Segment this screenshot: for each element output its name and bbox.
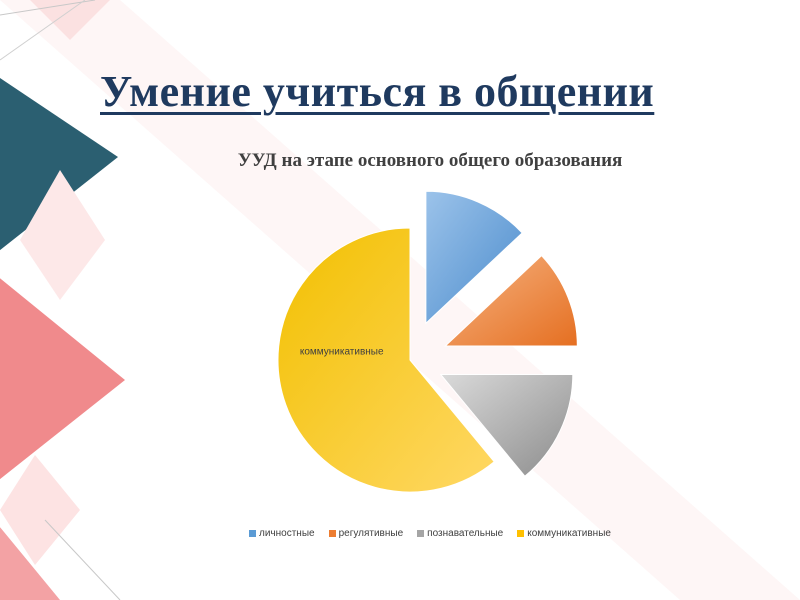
legend-label: коммуникативные — [527, 528, 611, 539]
legend-label: познавательные — [427, 528, 504, 539]
legend-swatch — [249, 530, 257, 537]
pie-slice-личностные — [425, 190, 523, 325]
decor-teal-diamond — [0, 78, 118, 251]
decor-line-top — [0, 0, 96, 16]
pie-slices — [277, 190, 578, 493]
decor-pink-triangle-top — [30, 0, 110, 40]
legend-item-коммуникативные: коммуникативные — [517, 528, 611, 539]
legend-item-познавательные: познавательные — [417, 528, 503, 539]
chart-title: УУД на этапе основного общего образовани… — [237, 150, 623, 171]
pie-chart: коммуникативные — [277, 190, 578, 493]
legend-swatch — [517, 530, 525, 537]
slide-title: Умение учиться в общении — [100, 67, 655, 116]
pie-slice-регулятивные — [444, 254, 578, 347]
pie-slice-познавательные — [439, 373, 574, 477]
decor-coral-diamond-large — [0, 278, 125, 480]
legend-item-регулятивные: регулятивные — [328, 528, 404, 539]
chart-legend: личностные регулятивные познавательные комм… — [120, 528, 740, 539]
decor-pale-diamond-left — [20, 170, 105, 300]
decor-line-diagonal — [0, 0, 86, 61]
decor-coral-triangle-bottom — [0, 527, 60, 600]
data-label-коммуникативные: коммуникативные — [300, 347, 384, 358]
pie-slice-коммуникативные — [277, 227, 495, 493]
legend-item-личностные: личностные — [249, 528, 315, 539]
pie-data-labels: коммуникативные — [300, 347, 384, 358]
legend-label: регулятивные — [338, 528, 404, 539]
legend-swatch — [417, 530, 425, 537]
decor-line-bottom — [44, 519, 121, 600]
legend-label: личностные — [259, 528, 315, 539]
legend-swatch — [328, 530, 336, 537]
decor-pale-diamond-bottom — [0, 455, 80, 565]
